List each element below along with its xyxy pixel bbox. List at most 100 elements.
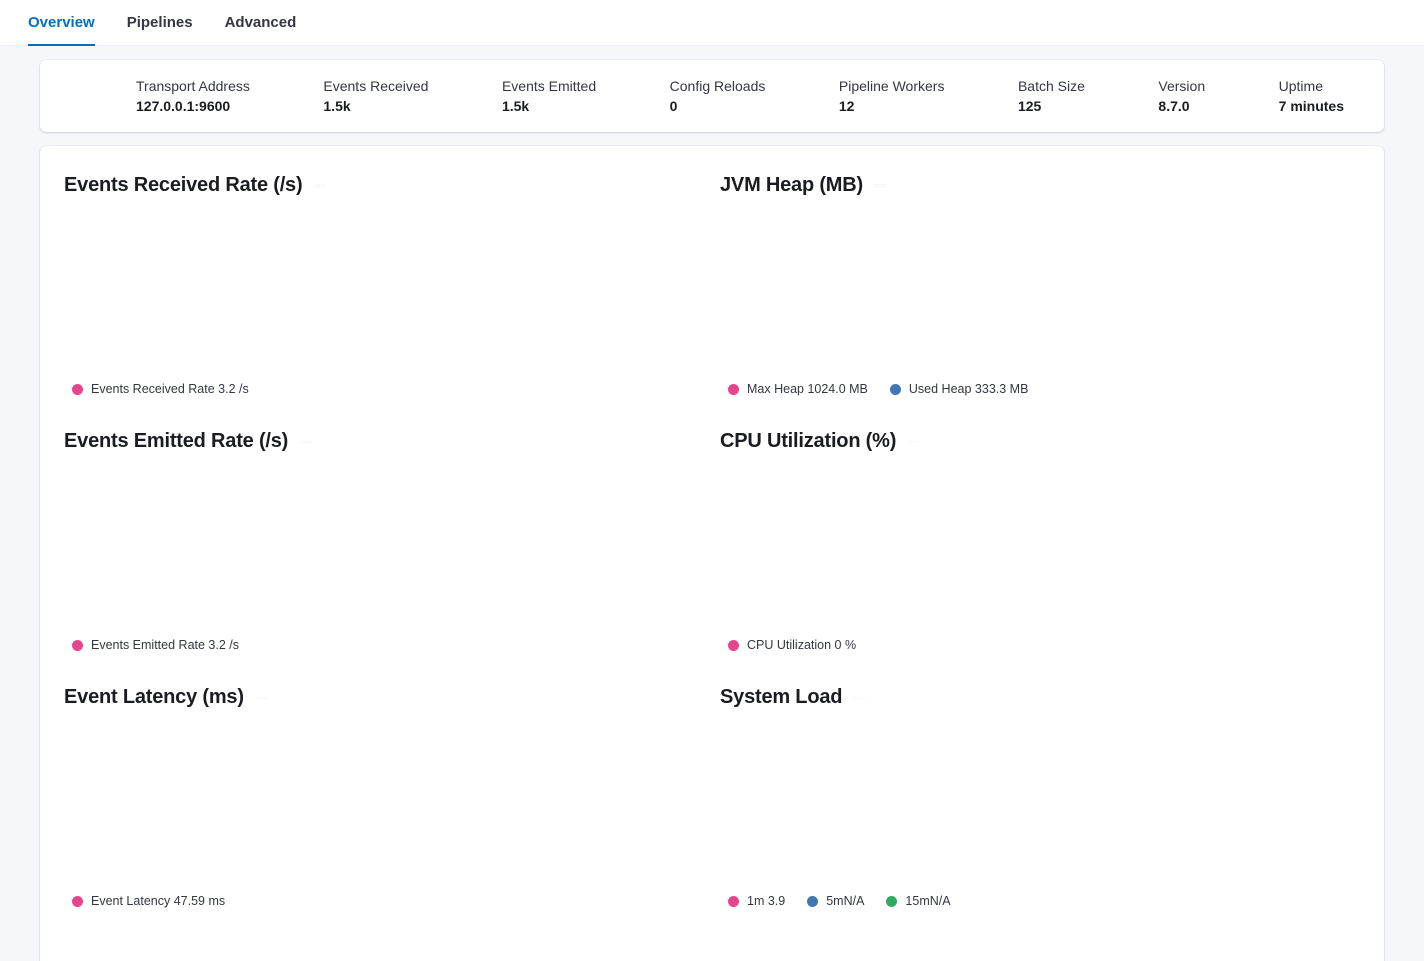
summary-stat: Transport Address 127.0.0.1:9600 xyxy=(136,77,250,116)
info-icon[interactable]: 120 ms100 ms80 ms60 ms40 ms20 ms14:53:30… xyxy=(254,691,268,705)
chart-title: System Load xyxy=(720,685,843,708)
legend-dot-icon xyxy=(72,895,83,907)
svg-text:3.4 /s: 3.4 /s xyxy=(298,441,299,442)
summary-stat: Version 8.7.0 xyxy=(1158,77,1205,116)
svg-text:14:53:30: 14:53:30 xyxy=(313,187,315,188)
y-axis: 4.543.53 xyxy=(853,695,854,699)
svg-text:3.2 /s: 3.2 /s xyxy=(313,185,314,186)
stat-value: 125 xyxy=(1017,97,1042,114)
tab-overview[interactable]: Overview xyxy=(28,0,95,46)
info-icon[interactable]: 1.2 GB953.7 MB715.3 MB476.8 MB238.4 MB0.… xyxy=(873,179,887,193)
info-icon[interactable]: 4.543.5314:53:3014:54:0014:54:3014:55:00… xyxy=(852,691,866,705)
stat-value: 12 xyxy=(838,97,855,114)
chart-canvas xyxy=(720,460,1360,634)
svg-text:14:53:30: 14:53:30 xyxy=(853,699,855,700)
stat-label: Events Emitted xyxy=(501,77,597,94)
svg-text:3.6 /s: 3.6 /s xyxy=(298,440,299,441)
legend-item[interactable]: Events Emitted Rate 3.2 /s xyxy=(72,638,239,652)
chart-canvas xyxy=(64,716,704,890)
svg-text:60 ms: 60 ms xyxy=(254,697,255,698)
svg-text:14:56:00: 14:56:00 xyxy=(882,187,884,188)
chart-canvas xyxy=(720,204,1360,378)
legend-item[interactable]: Used Heap 333.3 MB xyxy=(889,382,1029,396)
legend-dot-icon xyxy=(728,895,739,907)
legend-label: 5mN/A xyxy=(826,894,865,908)
svg-text:14:54:00: 14:54:00 xyxy=(876,187,878,188)
tab-label: Advanced xyxy=(224,13,297,31)
stat-value: 127.0.0.1:9600 xyxy=(136,97,231,114)
svg-text:14:54:30: 14:54:30 xyxy=(317,187,319,188)
svg-text:100 ms: 100 ms xyxy=(254,696,256,697)
svg-text:14:53:30: 14:53:30 xyxy=(874,187,876,188)
legend-label: Used Heap 333.3 MB xyxy=(908,382,1029,396)
svg-text:14:55:00: 14:55:00 xyxy=(858,699,860,700)
series-events-emitted-rate xyxy=(299,440,312,444)
info-icon[interactable]: 3.8 /s3.6 /s3.4 /s3.2 /s3 /s2.8 /s14:53:… xyxy=(298,435,312,449)
svg-text:4: 4 xyxy=(853,696,854,697)
series-1m-load xyxy=(853,696,866,700)
x-axis: 14:53:3014:54:0014:54:3014:55:0014:55:30… xyxy=(313,187,326,188)
svg-text:3.4 /s: 3.4 /s xyxy=(313,185,314,186)
summary-stat: Events Received 1.5k xyxy=(323,77,428,116)
legend-item[interactable]: Max Heap 1024.0 MB xyxy=(728,382,868,396)
svg-text:14:57:00: 14:57:00 xyxy=(919,443,921,444)
chart-legend: Events Emitted Rate 3.2 /s xyxy=(64,638,704,652)
svg-text:14:56:30: 14:56:30 xyxy=(265,699,267,700)
legend-item[interactable]: CPU Utilization 0 % xyxy=(728,638,856,652)
svg-text:3.8 /s: 3.8 /s xyxy=(298,439,299,440)
chart-event-latency: Event Latency (ms) 120 ms100 ms80 ms60 m… xyxy=(64,682,704,909)
legend-item[interactable]: Events Received Rate 3.2 /s xyxy=(72,382,249,396)
svg-text:40 ms: 40 ms xyxy=(254,698,255,699)
svg-text:14:55:00: 14:55:00 xyxy=(260,699,262,700)
svg-text:-1 %: -1 % xyxy=(907,442,908,443)
svg-text:14:54:30: 14:54:30 xyxy=(258,699,260,700)
tab-label: Pipelines xyxy=(126,13,193,31)
legend-dot-icon xyxy=(728,383,739,395)
svg-text:3.6 /s: 3.6 /s xyxy=(313,184,314,185)
y-axis: 1 %0.5 %0 %-0.5 %-1 % xyxy=(906,439,907,443)
legend-label: Max Heap 1024.0 MB xyxy=(747,382,868,396)
legend-item[interactable]: 1m 3.9 xyxy=(728,894,785,908)
summary-stat: Events Emitted 1.5k xyxy=(502,77,596,116)
legend-item[interactable]: 5mN/A xyxy=(807,894,864,908)
svg-text:1.2 GB: 1.2 GB xyxy=(873,183,875,184)
summary-stat: Config Reloads 0 xyxy=(670,77,766,116)
svg-text:14:57:00: 14:57:00 xyxy=(885,187,887,188)
chart-title: CPU Utilization (%) xyxy=(720,429,897,452)
stat-label: Uptime xyxy=(1278,77,1323,94)
legend-label: Events Emitted Rate 3.2 /s xyxy=(91,638,239,652)
svg-text:14:54:00: 14:54:00 xyxy=(909,443,911,444)
svg-text:476.8 MB: 476.8 MB xyxy=(873,185,875,186)
legend-item[interactable]: 15mN/A xyxy=(886,894,951,908)
svg-text:14:55:00: 14:55:00 xyxy=(304,443,306,444)
legend-dot-icon xyxy=(886,895,898,907)
svg-text:120 ms: 120 ms xyxy=(254,695,256,696)
info-icon[interactable]: 3.8 /s3.6 /s3.4 /s3.2 /s3 /s2.8 /s14:53:… xyxy=(312,179,327,193)
stat-label: Batch Size xyxy=(1017,77,1085,94)
svg-text:3.8 /s: 3.8 /s xyxy=(313,183,314,184)
svg-text:14:56:30: 14:56:30 xyxy=(917,443,919,444)
tab-pipelines[interactable]: Pipelines xyxy=(127,0,193,46)
svg-text:14:56:00: 14:56:00 xyxy=(263,699,265,700)
svg-text:14:54:30: 14:54:30 xyxy=(302,443,304,444)
legend-item[interactable]: Event Latency 47.59 ms xyxy=(72,894,225,908)
legend-label: Event Latency 47.59 ms xyxy=(91,894,226,908)
stat-label: Version xyxy=(1158,77,1206,94)
chart-header: System Load 4.543.5314:53:3014:54:0014:5… xyxy=(720,682,1360,712)
legend-dot-icon xyxy=(72,383,83,395)
x-axis: 14:53:3014:54:0014:54:3014:55:0014:55:30… xyxy=(874,187,887,188)
tab-advanced[interactable]: Advanced xyxy=(225,0,297,46)
grid xyxy=(313,184,327,188)
series-used-heap xyxy=(874,186,887,188)
legend-dot-icon xyxy=(728,639,739,651)
series-event-latency xyxy=(255,696,268,699)
legend-label: CPU Utilization 0 % xyxy=(747,638,857,652)
chart-header: JVM Heap (MB) 1.2 GB953.7 MB715.3 MB476.… xyxy=(720,170,1360,200)
svg-text:14:54:30: 14:54:30 xyxy=(856,699,858,700)
info-icon[interactable]: 1 %0.5 %0 %-0.5 %-1 %14:53:3014:54:0014:… xyxy=(906,435,920,449)
summary-stats-card: Transport Address 127.0.0.1:9600 Events … xyxy=(40,60,1384,132)
legend-label: Events Received Rate 3.2 /s xyxy=(91,382,249,396)
chart-cpu-utilization: CPU Utilization (%) 1 %0.5 %0 %-0.5 %-1 … xyxy=(720,426,1360,653)
stat-value: 0 xyxy=(669,97,678,114)
chart-legend: Event Latency 47.59 ms xyxy=(64,894,704,908)
